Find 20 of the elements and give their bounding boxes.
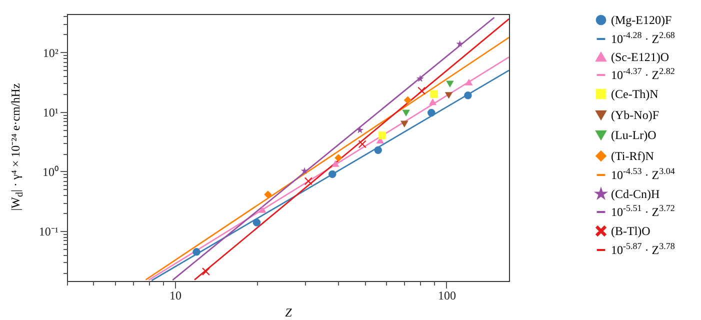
y-tick-label: 10⁰ (42, 164, 58, 179)
legend-label: (Ti-Rf)N (611, 149, 654, 163)
x-tick-label: 10 (170, 288, 182, 302)
y-tick-label: 10² (42, 46, 59, 60)
legend-label: 10$^{-4.28}$ · Z$^{2.68}$ (611, 30, 676, 46)
legend-label: 10$^{-4.53}$ · Z$^{3.04}$ (611, 166, 676, 182)
legend-label: 10$^{-4.37}$ · Z$^{2.82}$ (611, 66, 675, 82)
x-axis-title: Z (285, 306, 292, 320)
legend-label: 10$^{-5.51}$ · Z$^{3.72}$ (611, 203, 675, 219)
legend-label: (Sc-E121)O (611, 50, 670, 64)
legend-label: 10$^{-5.87}$ · Z$^{3.78}$ (611, 241, 676, 257)
y-tick-label: 10¹ (42, 105, 59, 120)
legend-label: (Ce-Th)N (611, 87, 659, 101)
legend-label: (B-Tl)O (611, 224, 651, 238)
y-tick-label: 10⁻¹ (38, 224, 59, 239)
legend-label: (Lu-Lr)O (611, 128, 657, 142)
legend-label: (Cd-Cn)H (611, 187, 660, 201)
legend-label: (Yb-No)F (611, 108, 660, 122)
legend-label: (Mg-E120)F (611, 13, 672, 27)
x-tick-label: 100 (438, 288, 456, 302)
